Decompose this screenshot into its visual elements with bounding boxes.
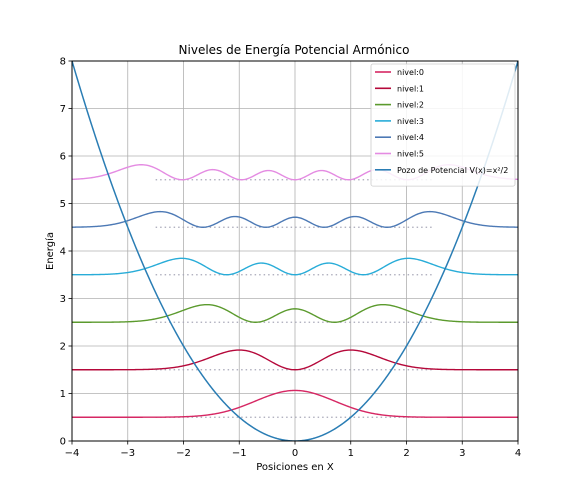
- x-tick-label: −4: [65, 448, 80, 459]
- y-tick-label: 0: [60, 437, 66, 448]
- y-tick-label: 5: [60, 199, 66, 210]
- x-tick-label: 1: [348, 448, 354, 459]
- series-line-nivel-1: [72, 349, 518, 371]
- legend-entry: Pozo de Potencial V(x)=x²/2: [397, 166, 508, 175]
- legend-entry: nivel:0: [397, 68, 424, 77]
- series-line-nivel-0: [72, 389, 518, 418]
- x-tick-label: −2: [176, 448, 191, 459]
- x-tick-label: −3: [120, 448, 135, 459]
- chart-title: Niveles de Energía Potencial Armónico: [179, 43, 410, 57]
- legend-entry: nivel:2: [397, 101, 424, 110]
- x-tick-label: 2: [403, 448, 409, 459]
- y-tick-label: 2: [60, 342, 66, 353]
- x-tick-label: 0: [292, 448, 298, 459]
- y-tick-label: 1: [60, 389, 66, 400]
- series-line-nivel-4: [71, 210, 519, 228]
- legend-box: [370, 63, 516, 187]
- y-tick-label: 3: [60, 294, 66, 305]
- y-tick-label: 6: [60, 152, 66, 163]
- axis-ticks: −4 −3 −2 −1 0 1 2 3 4 0 1 2 3 4 5 6 7 8: [60, 57, 522, 460]
- x-tick-label: 4: [515, 448, 521, 459]
- series-line-potential: [72, 61, 518, 441]
- series-line-nivel-3: [71, 257, 519, 276]
- y-axis-label: Energía: [44, 232, 56, 270]
- x-tick-label: 3: [459, 448, 465, 459]
- legend-entry: nivel:4: [397, 133, 424, 142]
- legend-entry: nivel:1: [397, 84, 424, 93]
- x-axis-label: Posiciones en X: [256, 462, 334, 473]
- y-tick-label: 4: [60, 247, 66, 258]
- y-tick-label: 7: [60, 104, 66, 115]
- series-line-nivel-2: [72, 303, 518, 323]
- y-tick-label: 8: [60, 57, 66, 68]
- legend-entry: nivel:3: [397, 117, 424, 126]
- x-tick-label: −1: [232, 448, 247, 459]
- legend: nivel:0 nivel:1 nivel:2 nivel:3 nivel:4 nivel…: [370, 63, 516, 187]
- legend-entry: nivel:5: [397, 150, 424, 159]
